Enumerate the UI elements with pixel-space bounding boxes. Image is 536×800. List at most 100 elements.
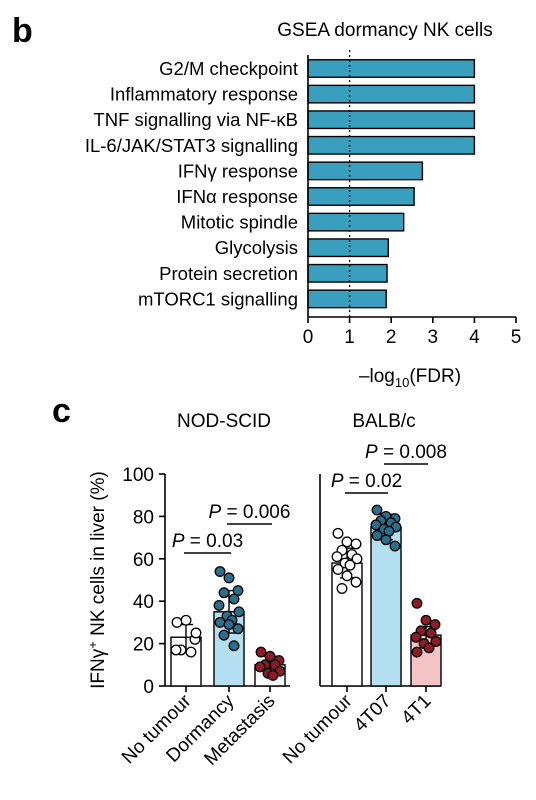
data-point bbox=[341, 570, 353, 582]
data-point bbox=[190, 627, 202, 639]
data-point bbox=[420, 614, 432, 626]
bar bbox=[307, 84, 476, 104]
x-tick-label: 5 bbox=[511, 327, 522, 348]
data-point bbox=[425, 627, 437, 639]
y-tick-label: 40 bbox=[133, 592, 154, 613]
panel-c-chart: NOD-SCID BALB/c IFNγ+ NK cells in liver … bbox=[85, 411, 447, 770]
data-point bbox=[423, 642, 435, 654]
x-tick-label: 4 bbox=[469, 327, 480, 348]
p-value-label: P = 0.006 bbox=[209, 502, 291, 523]
data-point bbox=[267, 669, 279, 681]
x-axis-label-sub: 10 bbox=[395, 375, 409, 390]
panel-b-chart: GSEA dormancy NK cells G2/M checkpoint In… bbox=[85, 20, 521, 390]
data-point bbox=[171, 616, 183, 628]
y-axis-label-pre: IFNγ bbox=[88, 648, 109, 689]
data-point bbox=[371, 530, 383, 541]
x-tick-label: 1 bbox=[344, 327, 355, 348]
data-point bbox=[214, 616, 226, 628]
data-point bbox=[380, 534, 392, 546]
data-point bbox=[228, 640, 240, 652]
group-title-nod-scid: NOD-SCID bbox=[177, 411, 271, 432]
y-axis-label-post: NK cells in liver (%) bbox=[88, 471, 109, 641]
p-value-label: P = 0.02 bbox=[331, 471, 402, 492]
p-symbol: P bbox=[172, 531, 185, 552]
y-ticks: 0 20 40 60 80 100 bbox=[122, 465, 165, 698]
x-tick-label: 0 bbox=[303, 327, 314, 348]
x-axis-label-main: –log bbox=[359, 366, 395, 387]
bar bbox=[307, 187, 415, 206]
p-value-label: P = 0.008 bbox=[365, 442, 447, 463]
y-axis-label-sup: + bbox=[85, 641, 100, 649]
x-tick-label: No tumour bbox=[279, 690, 357, 768]
p-value-label: P = 0.03 bbox=[172, 531, 243, 552]
p-symbol: P bbox=[209, 502, 222, 523]
category-label: Mitotic spindle bbox=[181, 212, 298, 233]
data-point bbox=[218, 587, 230, 599]
data-point bbox=[351, 553, 363, 565]
data-point bbox=[218, 629, 230, 641]
category-label: mTORC1 signalling bbox=[138, 288, 298, 309]
category-label: IFNα response bbox=[176, 186, 298, 207]
x-ticks: 0 1 2 3 4 5 bbox=[303, 317, 522, 348]
bar bbox=[307, 135, 476, 155]
category-label: TNF signalling via NF-κB bbox=[93, 109, 298, 130]
data-point bbox=[411, 646, 423, 658]
data-point bbox=[350, 576, 362, 588]
data-point bbox=[410, 631, 422, 643]
data-point bbox=[228, 593, 240, 605]
data-point bbox=[389, 540, 401, 552]
x-tick-label: 4T1 bbox=[398, 691, 436, 729]
data-point bbox=[254, 661, 266, 673]
category-label: IFNγ response bbox=[178, 160, 298, 181]
data-point bbox=[255, 646, 267, 658]
data-point bbox=[332, 563, 344, 575]
x-tick-label: 3 bbox=[428, 327, 439, 348]
p-value: = 0.008 bbox=[378, 442, 447, 463]
panel-c-label: c bbox=[52, 392, 71, 430]
data-point bbox=[331, 551, 343, 563]
bar bbox=[307, 161, 424, 181]
data-point bbox=[332, 527, 344, 539]
data-point bbox=[233, 606, 245, 618]
category-label: IL-6/JAK/STAT3 signalling bbox=[85, 135, 298, 156]
x-axis-label-tail: (FDR) bbox=[409, 366, 461, 387]
y-tick-label: 80 bbox=[133, 507, 154, 528]
data-point bbox=[223, 572, 235, 584]
data-point bbox=[213, 599, 225, 611]
category-labels: G2/M checkpoint Inflammatory response TNF … bbox=[85, 58, 298, 309]
y-tick-label: 20 bbox=[133, 635, 154, 656]
category-label: G2/M checkpoint bbox=[159, 58, 298, 79]
p-value: = 0.03 bbox=[185, 531, 244, 552]
bars-group bbox=[307, 59, 476, 309]
data-point bbox=[430, 636, 442, 647]
x-axis-label: –log10(FDR) bbox=[359, 366, 461, 390]
p-value: = 0.006 bbox=[221, 502, 290, 523]
data-point bbox=[170, 644, 182, 656]
chart-title: GSEA dormancy NK cells bbox=[277, 20, 492, 41]
x-tick-label: 2 bbox=[386, 327, 397, 348]
data-point bbox=[344, 559, 356, 571]
y-axis-label: IFNγ+ NK cells in liver (%) bbox=[85, 471, 109, 689]
y-tick-label: 100 bbox=[122, 465, 154, 486]
data-point bbox=[264, 650, 276, 662]
data-point bbox=[214, 566, 226, 577]
category-label: Protein secretion bbox=[159, 263, 298, 284]
data-point bbox=[180, 614, 192, 626]
group-title-balb-c: BALB/c bbox=[352, 411, 415, 432]
x-tick-label: 4T07 bbox=[350, 691, 395, 736]
p-symbol: P bbox=[331, 471, 344, 492]
bar bbox=[307, 263, 388, 283]
bar bbox=[307, 238, 389, 258]
panel-b-label: b bbox=[12, 12, 33, 50]
y-tick-label: 60 bbox=[133, 550, 154, 571]
p-value: = 0.02 bbox=[344, 471, 403, 492]
data-point bbox=[223, 619, 235, 630]
data-point bbox=[371, 504, 383, 516]
category-label: Inflammatory response bbox=[110, 84, 298, 105]
data-point bbox=[232, 623, 244, 635]
data-point bbox=[411, 597, 423, 609]
y-tick-label: 0 bbox=[143, 677, 154, 698]
data-point bbox=[185, 646, 197, 658]
